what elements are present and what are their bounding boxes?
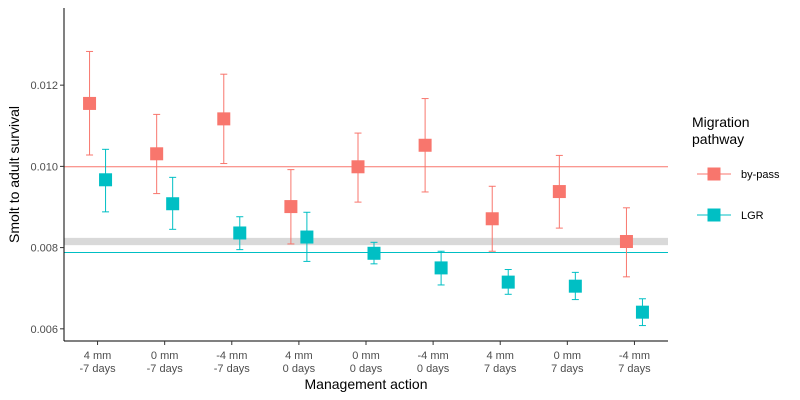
point-LGR-4 — [367, 241, 381, 265]
legend-marker — [707, 167, 721, 181]
y-ticks: 0.006 0.008 0.010 0.012 — [30, 80, 64, 336]
x-tick-label: 7 days — [484, 363, 517, 375]
point-by-pass-8 — [619, 207, 633, 278]
legend: Migration pathway by-pass LGR — [692, 114, 780, 222]
x-tick-label: -4 mm — [216, 350, 247, 362]
y-tick-label: 0.012 — [30, 80, 58, 92]
point-marker — [217, 112, 231, 126]
legend-key-by-pass: by-pass — [697, 167, 780, 181]
data-marks — [83, 50, 649, 327]
legend-title-line-1: Migration — [692, 114, 750, 130]
legend-title-line-2: pathway — [692, 131, 744, 147]
x-tick-label: -4 mm — [418, 350, 449, 362]
point-by-pass-3 — [284, 169, 298, 245]
point-LGR-3 — [300, 211, 314, 262]
x-tick-label: -4 mm — [619, 350, 650, 362]
reference-band-layer — [64, 237, 668, 246]
y-tick-label: 0.006 — [30, 324, 58, 336]
point-marker — [150, 147, 164, 161]
legend-keys: by-pass LGR — [697, 167, 780, 222]
point-LGR-2 — [233, 216, 247, 251]
x-tick-label: 0 mm — [352, 350, 380, 362]
x-tick-label: 4 mm — [84, 350, 112, 362]
legend-label: by-pass — [741, 169, 780, 181]
legend-label: LGR — [741, 210, 764, 222]
y-tick-label: 0.010 — [30, 161, 58, 173]
point-LGR-5 — [434, 250, 448, 286]
x-tick-label: -7 days — [80, 363, 117, 375]
reference-lines-layer — [64, 166, 668, 253]
y-axis-title: Smolt to adult survival — [6, 106, 22, 243]
point-by-pass-4 — [351, 132, 365, 203]
point-by-pass-2 — [217, 73, 231, 165]
legend-key-LGR: LGR — [697, 208, 764, 222]
point-by-pass-1 — [150, 113, 164, 195]
reference-band — [64, 237, 668, 246]
x-tick-label: -7 days — [147, 363, 184, 375]
x-tick-label: 0 days — [350, 363, 383, 375]
x-tick-label: 7 days — [618, 363, 651, 375]
point-marker — [434, 261, 448, 275]
point-marker — [351, 160, 365, 174]
point-by-pass-5 — [418, 98, 432, 193]
point-by-pass-6 — [485, 185, 499, 252]
x-tick-label: 0 days — [283, 363, 316, 375]
point-LGR-1 — [166, 176, 180, 230]
point-marker — [99, 173, 113, 187]
point-marker — [233, 226, 247, 240]
x-tick-label: 7 days — [551, 363, 584, 375]
point-marker — [552, 185, 566, 199]
point-marker — [418, 138, 432, 152]
legend-marker — [707, 208, 721, 222]
point-marker — [300, 230, 314, 244]
point-marker — [619, 235, 633, 249]
point-marker — [284, 200, 298, 214]
x-axis-title: Management action — [305, 376, 428, 392]
point-marker — [485, 212, 499, 226]
x-tick-label: 0 mm — [151, 350, 179, 362]
point-LGR-7 — [568, 271, 582, 301]
point-marker — [568, 279, 582, 293]
point-marker — [367, 246, 381, 260]
point-LGR-8 — [635, 298, 649, 327]
x-tick-label: 0 days — [417, 363, 450, 375]
point-marker — [166, 197, 180, 211]
x-tick-label: 0 mm — [554, 350, 582, 362]
point-by-pass-7 — [552, 154, 566, 229]
x-tick-label: -7 days — [214, 363, 251, 375]
x-tick-label: 4 mm — [486, 350, 514, 362]
y-tick-label: 0.008 — [30, 243, 58, 255]
point-by-pass-0 — [83, 50, 97, 156]
x-tick-label: 4 mm — [285, 350, 313, 362]
point-marker — [501, 275, 515, 289]
point-LGR-0 — [99, 148, 113, 213]
point-LGR-6 — [501, 269, 515, 295]
point-marker — [83, 96, 97, 110]
point-marker — [635, 305, 649, 319]
